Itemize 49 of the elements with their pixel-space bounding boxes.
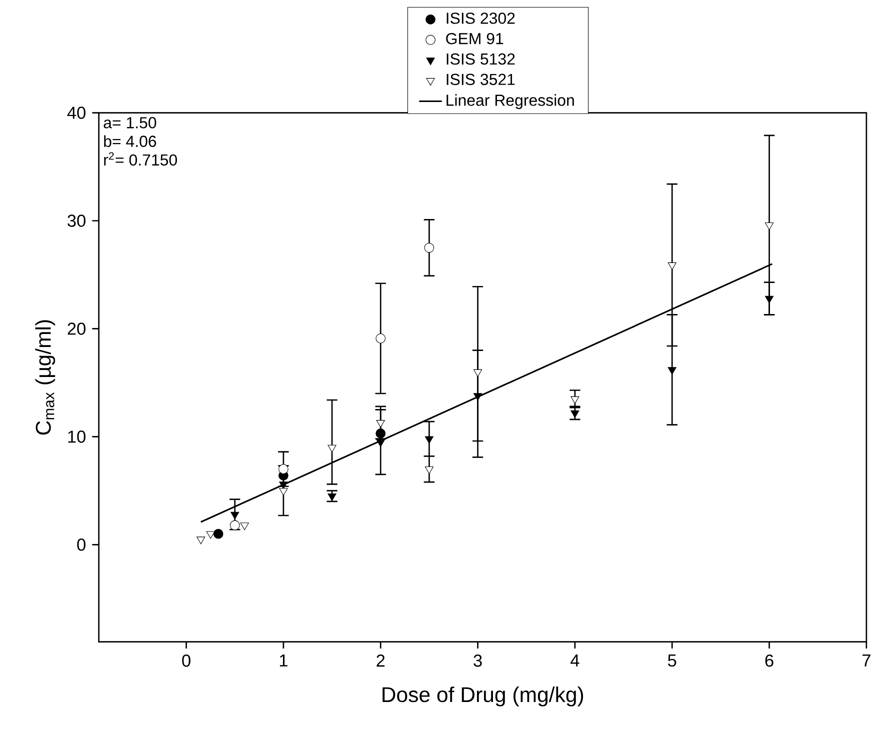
y-axis-title: C$_{max}$ (µg/ml) [35, 320, 56, 435]
point [230, 512, 240, 520]
point [376, 428, 386, 439]
annotation: a= 1.50 [104, 117, 156, 129]
x-tick-label: 2 [376, 654, 385, 667]
point [213, 529, 224, 539]
point [424, 436, 434, 444]
point [473, 369, 482, 377]
legend-label: ISIS 5132 [446, 54, 515, 65]
point [206, 531, 215, 539]
point [230, 520, 240, 530]
x-tick-label: 5 [668, 654, 676, 667]
y-tick-label: 40 [67, 106, 86, 120]
point [668, 262, 676, 270]
point [570, 410, 580, 418]
y-tick-label: 10 [68, 430, 86, 443]
point [473, 393, 482, 401]
legend-label: Linear Regression [446, 94, 574, 110]
annotation: r$^{2}$= 0.7150 [104, 152, 177, 166]
point [240, 522, 249, 530]
y-tick-label: 0 [77, 538, 86, 551]
point [279, 488, 288, 496]
x-tick-label: 6 [765, 654, 774, 667]
point [328, 494, 336, 502]
point [278, 464, 288, 474]
point [668, 367, 676, 375]
x-axis-title: Dose of Drug (mg/kg) [382, 686, 584, 707]
x-tick-label: 4 [570, 654, 580, 667]
y-tick-label: 20 [68, 322, 86, 336]
point [424, 242, 434, 253]
x-tick-label: 1 [280, 654, 288, 667]
point [570, 396, 580, 404]
point [376, 334, 386, 344]
legend-label: GEM 91 [446, 33, 504, 44]
point [764, 296, 774, 304]
x-tick-label: 0 [182, 654, 190, 667]
point [376, 420, 385, 428]
legend-label: ISIS 2302 [446, 12, 515, 24]
legend-label: ISIS 3521 [446, 74, 515, 86]
point [196, 536, 206, 544]
point [424, 466, 434, 474]
point [376, 440, 385, 448]
y-tick-label: 30 [68, 214, 86, 228]
point [279, 482, 288, 490]
x-tick-label: 7 [862, 654, 870, 667]
point [764, 222, 774, 230]
annotation: b= 4.06 [104, 135, 156, 148]
x-tick-label: 3 [474, 654, 482, 667]
point [328, 445, 336, 453]
